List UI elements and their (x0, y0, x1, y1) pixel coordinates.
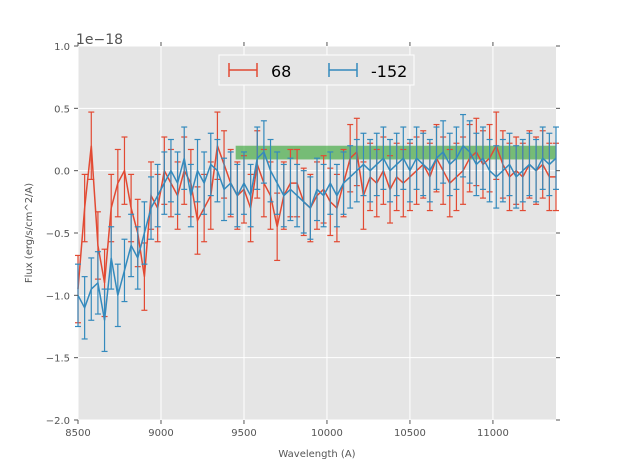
highlight-band (236, 146, 556, 160)
x-tick-label: 9000 (148, 428, 173, 439)
y-tick-label: −1.0 (46, 291, 70, 302)
y-tick-label: −0.5 (46, 229, 70, 240)
y-tick-label: 0.5 (54, 104, 70, 115)
x-tick-label: 9500 (231, 428, 256, 439)
legend-label-68: 68 (271, 62, 291, 81)
x-axis-label: Wavelength (A) (278, 449, 355, 460)
y-axis-label: Flux (erg/s/cm^2/A) (24, 183, 35, 283)
y-tick-label: 1.0 (54, 42, 70, 53)
legend: 68 -152 (219, 55, 414, 85)
offset-text: 1e−18 (76, 32, 123, 48)
x-tick-label: 8500 (65, 428, 90, 439)
legend-label-152: -152 (371, 62, 407, 81)
x-tick-label: 10500 (394, 428, 426, 439)
y-tick-label: −1.5 (46, 354, 70, 365)
x-tick-label: 10000 (311, 428, 343, 439)
y-tick-label: −2.0 (46, 416, 70, 427)
y-tick-label: 0.0 (54, 167, 70, 178)
x-tick-label: 11000 (477, 428, 509, 439)
